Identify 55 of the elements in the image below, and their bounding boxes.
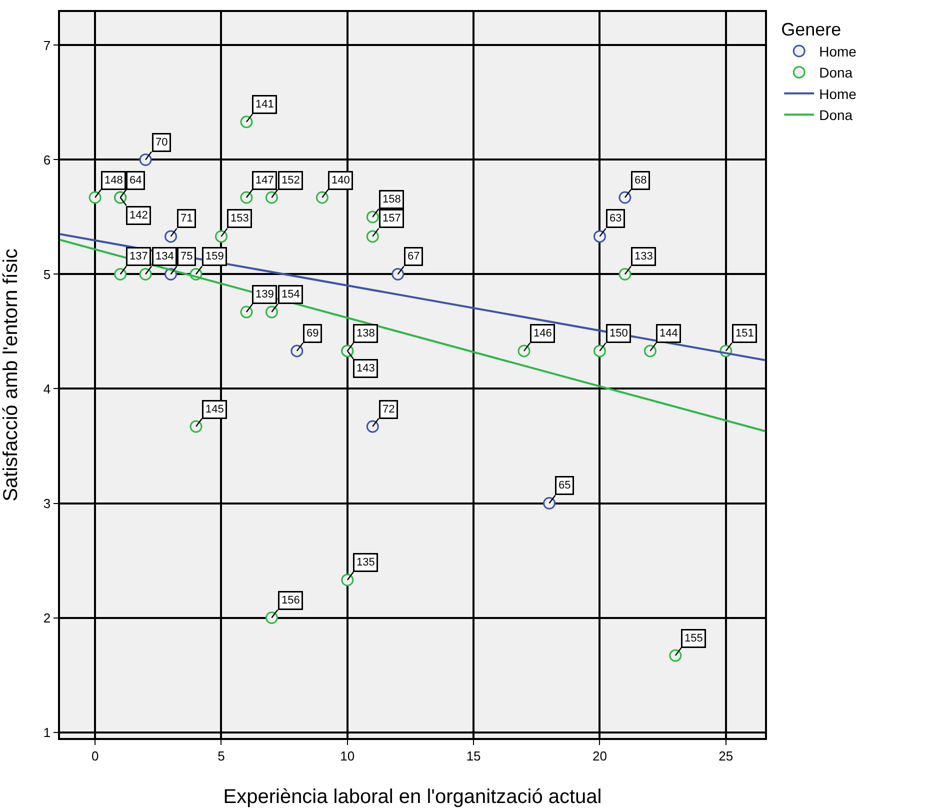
annotation: 156: [282, 594, 300, 606]
annotation: 148: [104, 174, 123, 186]
annotation: 147: [256, 174, 274, 186]
annotation: 139: [256, 288, 274, 300]
annotation: 144: [660, 328, 678, 340]
annotation: 67: [408, 250, 420, 262]
x-tick-label: 20: [592, 748, 607, 764]
annotation: 71: [180, 212, 193, 224]
annotation: 150: [610, 328, 628, 340]
annotation: 151: [736, 328, 754, 340]
y-tick-label: 3: [43, 496, 51, 511]
annotation: 72: [382, 404, 395, 416]
x-tick-label: 10: [340, 748, 355, 764]
legend-title: Genere: [781, 19, 842, 40]
x-tick-label: 15: [466, 748, 481, 764]
y-tick-label: 6: [43, 152, 51, 168]
legend-label: Dona: [819, 64, 853, 81]
annotation: 143: [356, 362, 375, 374]
x-axis-title: Experiència laboral en l'organització actual: [223, 786, 602, 808]
annotation: 133: [634, 250, 653, 262]
annotation: 158: [382, 194, 401, 206]
annotation: 65: [558, 480, 571, 492]
annotation: 64: [130, 174, 142, 186]
x-tick-label: 5: [218, 748, 225, 764]
annotation: 152: [282, 174, 300, 186]
annotation: 141: [256, 98, 274, 110]
annotation: 153: [230, 212, 249, 224]
annotation: 137: [130, 250, 148, 262]
annotation: 63: [610, 212, 622, 224]
annotation: 68: [634, 174, 647, 186]
y-axis-title: Satisfacció amb l'entorn físic: [0, 248, 22, 502]
annotation: 155: [684, 632, 703, 644]
annotation: 70: [156, 136, 168, 148]
y-tick-label: 2: [43, 610, 51, 626]
legend-label: Dona: [819, 107, 853, 124]
annotation: 69: [306, 328, 319, 340]
annotation: 146: [534, 328, 552, 340]
y-tick-label: 1: [43, 724, 51, 740]
x-tick-label: 25: [718, 748, 734, 764]
annotation: 145: [206, 404, 224, 416]
y-tick-label: 4: [43, 381, 51, 396]
y-tick-label: 5: [43, 266, 51, 282]
annotation: 157: [382, 212, 401, 224]
annotation: 135: [356, 556, 375, 568]
annotation: 75: [180, 250, 193, 262]
annotation: 140: [332, 174, 350, 186]
x-tick-label: 0: [91, 748, 99, 764]
annotation: 154: [282, 288, 300, 300]
annotation: 138: [356, 328, 375, 340]
y-tick-label: 7: [43, 38, 51, 53]
annotation: 142: [130, 210, 148, 222]
annotation: 134: [156, 250, 174, 262]
legend-label: Home: [819, 86, 857, 102]
legend-label: Home: [819, 43, 857, 60]
annotation: 159: [206, 250, 224, 262]
